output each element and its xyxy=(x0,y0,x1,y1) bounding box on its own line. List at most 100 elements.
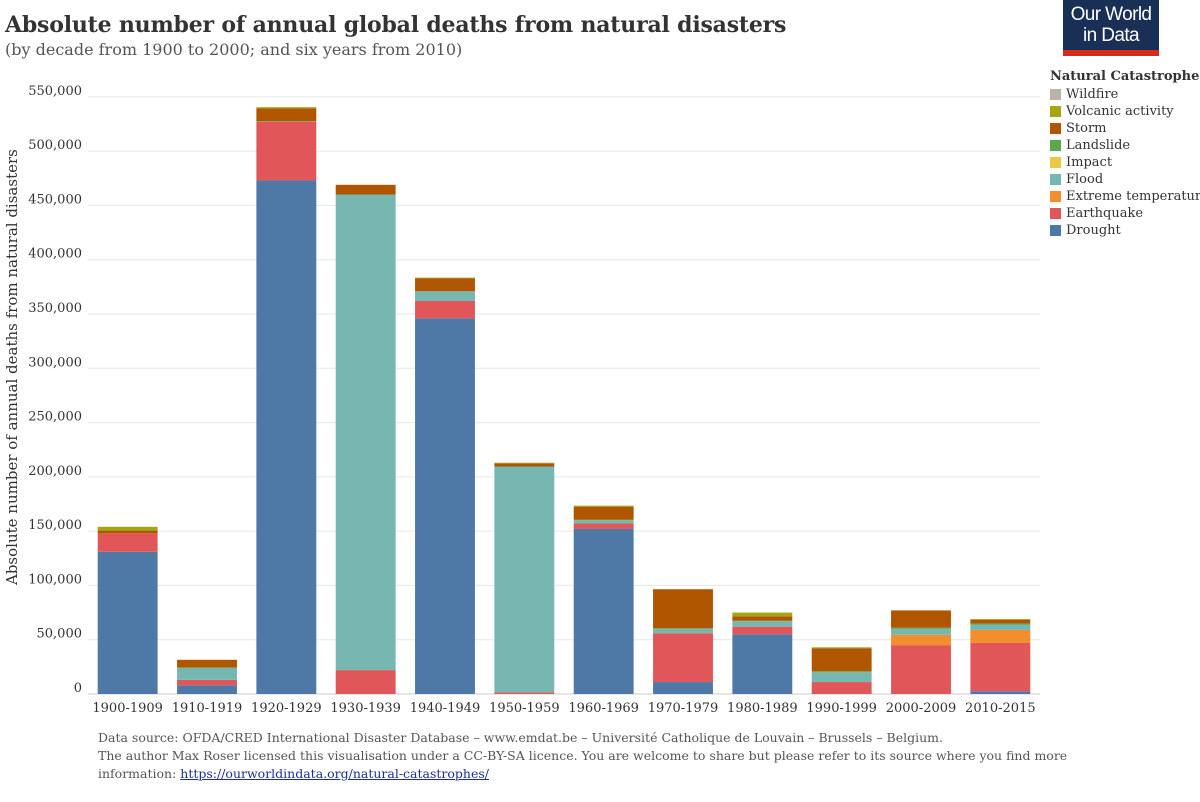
x-tick-label: 1920-1929 xyxy=(251,701,322,716)
legend-item-wildfire[interactable]: Wildfire xyxy=(1050,86,1200,103)
footer: Data source: OFDA/CRED International Dis… xyxy=(98,729,1098,783)
bar-volcanic-activity-2010-2015[interactable] xyxy=(970,619,1031,620)
bar-storm-1910-1919[interactable] xyxy=(177,659,237,668)
bar-volcanic-activity-1920-1929[interactable] xyxy=(256,107,317,109)
legend-item-flood[interactable]: Flood xyxy=(1050,171,1200,188)
legend-label: Flood xyxy=(1066,172,1104,187)
x-axis-ticks: 1900-1909 1910-1919 1920-1929 1930-1939 1940… xyxy=(92,701,1035,716)
legend-label: Extreme temperature xyxy=(1066,189,1200,204)
bar-earthquake-1940-1949[interactable] xyxy=(415,300,475,319)
legend-item-volcanic-activity[interactable]: Volcanic activity xyxy=(1050,103,1200,120)
bar-drought-1980-1989[interactable] xyxy=(732,634,793,694)
bar-earthquake-2010-2015[interactable] xyxy=(970,642,1031,692)
bar-earthquake-1930-1939[interactable] xyxy=(335,670,396,694)
bar-landslide-1970-1979[interactable] xyxy=(653,628,713,629)
bar-volcanic-activity-1960-1969[interactable] xyxy=(573,505,634,507)
bar-flood-1930-1939[interactable] xyxy=(335,194,396,671)
legend-item-impact[interactable]: Impact xyxy=(1050,154,1200,171)
bar-landslide-2000-2009[interactable] xyxy=(891,627,951,629)
bar-flood-2010-2015[interactable] xyxy=(970,624,1031,630)
legend-title: Natural Catastrophe xyxy=(1050,69,1200,84)
bar-storm-1980-1989[interactable] xyxy=(732,616,793,621)
bar-earthquake-2000-2009[interactable] xyxy=(891,645,951,694)
bar-drought-1910-1919[interactable] xyxy=(177,685,237,694)
legend-label: Drought xyxy=(1066,223,1121,238)
bar-earthquake-1960-1969[interactable] xyxy=(573,523,634,529)
footer-info: information: https://ourworldindata.org/… xyxy=(98,765,1098,783)
bar-drought-1920-1929[interactable] xyxy=(256,180,317,694)
bar-earthquake-1980-1989[interactable] xyxy=(732,626,793,635)
legend-item-storm[interactable]: Storm xyxy=(1050,120,1200,137)
bar-earthquake-1920-1929[interactable] xyxy=(256,121,317,181)
legend-label: Impact xyxy=(1066,155,1113,170)
bar-chart: 0 50,000 100,000 150,000 200,000 250,000 300,0… xyxy=(28,84,1040,716)
bar-volcanic-activity-1940-1949[interactable] xyxy=(415,277,475,279)
source-link[interactable]: https://ourworldindata.org/natural-catas… xyxy=(180,766,489,781)
chart-title: Absolute number of annual global deaths … xyxy=(5,12,787,38)
legend-item-drought[interactable]: Drought xyxy=(1050,222,1200,239)
bar-landslide-1990-1999[interactable] xyxy=(811,671,872,673)
bar-storm-1950-1959[interactable] xyxy=(494,463,555,467)
bar-flood-1960-1969[interactable] xyxy=(573,520,634,524)
x-tick-label: 1900-1909 xyxy=(92,701,163,716)
bar-flood-1970-1979[interactable] xyxy=(653,628,713,634)
bar-landslide-1920-1929[interactable] xyxy=(256,121,317,122)
bar-landslide-1910-1919[interactable] xyxy=(177,667,237,668)
bar-flood-1980-1989[interactable] xyxy=(732,621,793,627)
logo-line-2: in Data xyxy=(1082,25,1140,46)
bar-flood-1990-1999[interactable] xyxy=(811,672,872,683)
bar-storm-2010-2015[interactable] xyxy=(970,619,1031,624)
bar-storm-2000-2009[interactable] xyxy=(891,610,951,628)
bar-flood-1940-1949[interactable] xyxy=(415,291,475,301)
y-tick-label: 0 xyxy=(74,681,82,696)
bar-storm-1960-1969[interactable] xyxy=(573,506,634,520)
legend-item-extreme-temperature[interactable]: Extreme temperature xyxy=(1050,188,1200,205)
x-tick-label: 1940-1949 xyxy=(410,701,481,716)
y-tick-label: 50,000 xyxy=(37,627,83,642)
bar-flood-1910-1919[interactable] xyxy=(177,667,237,680)
y-tick-label: 400,000 xyxy=(28,247,82,262)
bar-drought-2010-2015[interactable] xyxy=(970,691,1031,694)
legend-label: Wildfire xyxy=(1066,87,1119,102)
bar-earthquake-1900-1909[interactable] xyxy=(97,533,158,552)
y-tick-label: 150,000 xyxy=(28,518,82,533)
bar-storm-1920-1929[interactable] xyxy=(256,108,317,122)
bar-storm-1900-1909[interactable] xyxy=(97,530,158,534)
legend-label: Storm xyxy=(1066,121,1107,136)
bar-drought-1900-1909[interactable] xyxy=(97,551,158,694)
legend-item-earthquake[interactable]: Earthquake xyxy=(1050,205,1200,222)
bar-storm-1970-1979[interactable] xyxy=(653,589,713,629)
bar-flood-2000-2009[interactable] xyxy=(891,628,951,635)
bar-storm-1930-1939[interactable] xyxy=(335,184,396,195)
bar-volcanic-activity-1990-1999[interactable] xyxy=(811,647,872,649)
legend-item-landslide[interactable]: Landslide xyxy=(1050,137,1200,154)
legend-swatch xyxy=(1050,208,1061,219)
bar-volcanic-activity-1980-1989[interactable] xyxy=(732,612,793,617)
owid-logo[interactable]: Our World in Data xyxy=(1063,0,1159,56)
gridlines xyxy=(88,96,1040,695)
x-tick-label: 1970-1979 xyxy=(648,701,719,716)
bar-volcanic-activity-1950-1959[interactable] xyxy=(494,462,555,464)
bar-landslide-2010-2015[interactable] xyxy=(970,623,1031,625)
y-tick-label: 450,000 xyxy=(28,192,82,207)
bar-storm-1990-1999[interactable] xyxy=(811,648,872,672)
bar-earthquake-1990-1999[interactable] xyxy=(811,682,872,694)
y-tick-label: 250,000 xyxy=(28,410,82,425)
bar-landslide-1960-1969[interactable] xyxy=(573,519,634,521)
y-tick-label: 100,000 xyxy=(28,572,82,587)
bar-landslide-1980-1989[interactable] xyxy=(732,620,793,622)
bar-drought-1960-1969[interactable] xyxy=(573,528,634,694)
bar-extreme-temperature-2010-2015[interactable] xyxy=(970,629,1031,643)
bar-storm-1940-1949[interactable] xyxy=(415,278,475,292)
y-tick-label: 200,000 xyxy=(28,464,82,479)
bar-extreme-temperature-2000-2009[interactable] xyxy=(891,634,951,646)
bar-drought-1940-1949[interactable] xyxy=(415,318,475,694)
bar-earthquake-1910-1919[interactable] xyxy=(177,679,237,686)
bar-volcanic-activity-1900-1909[interactable] xyxy=(97,526,158,531)
bar-drought-1970-1979[interactable] xyxy=(653,682,713,694)
y-tick-label: 550,000 xyxy=(28,84,82,99)
bar-earthquake-1950-1959[interactable] xyxy=(494,692,555,694)
bar-earthquake-1970-1979[interactable] xyxy=(653,633,713,683)
bar-flood-1950-1959[interactable] xyxy=(494,466,555,693)
legend-swatch xyxy=(1050,140,1061,151)
